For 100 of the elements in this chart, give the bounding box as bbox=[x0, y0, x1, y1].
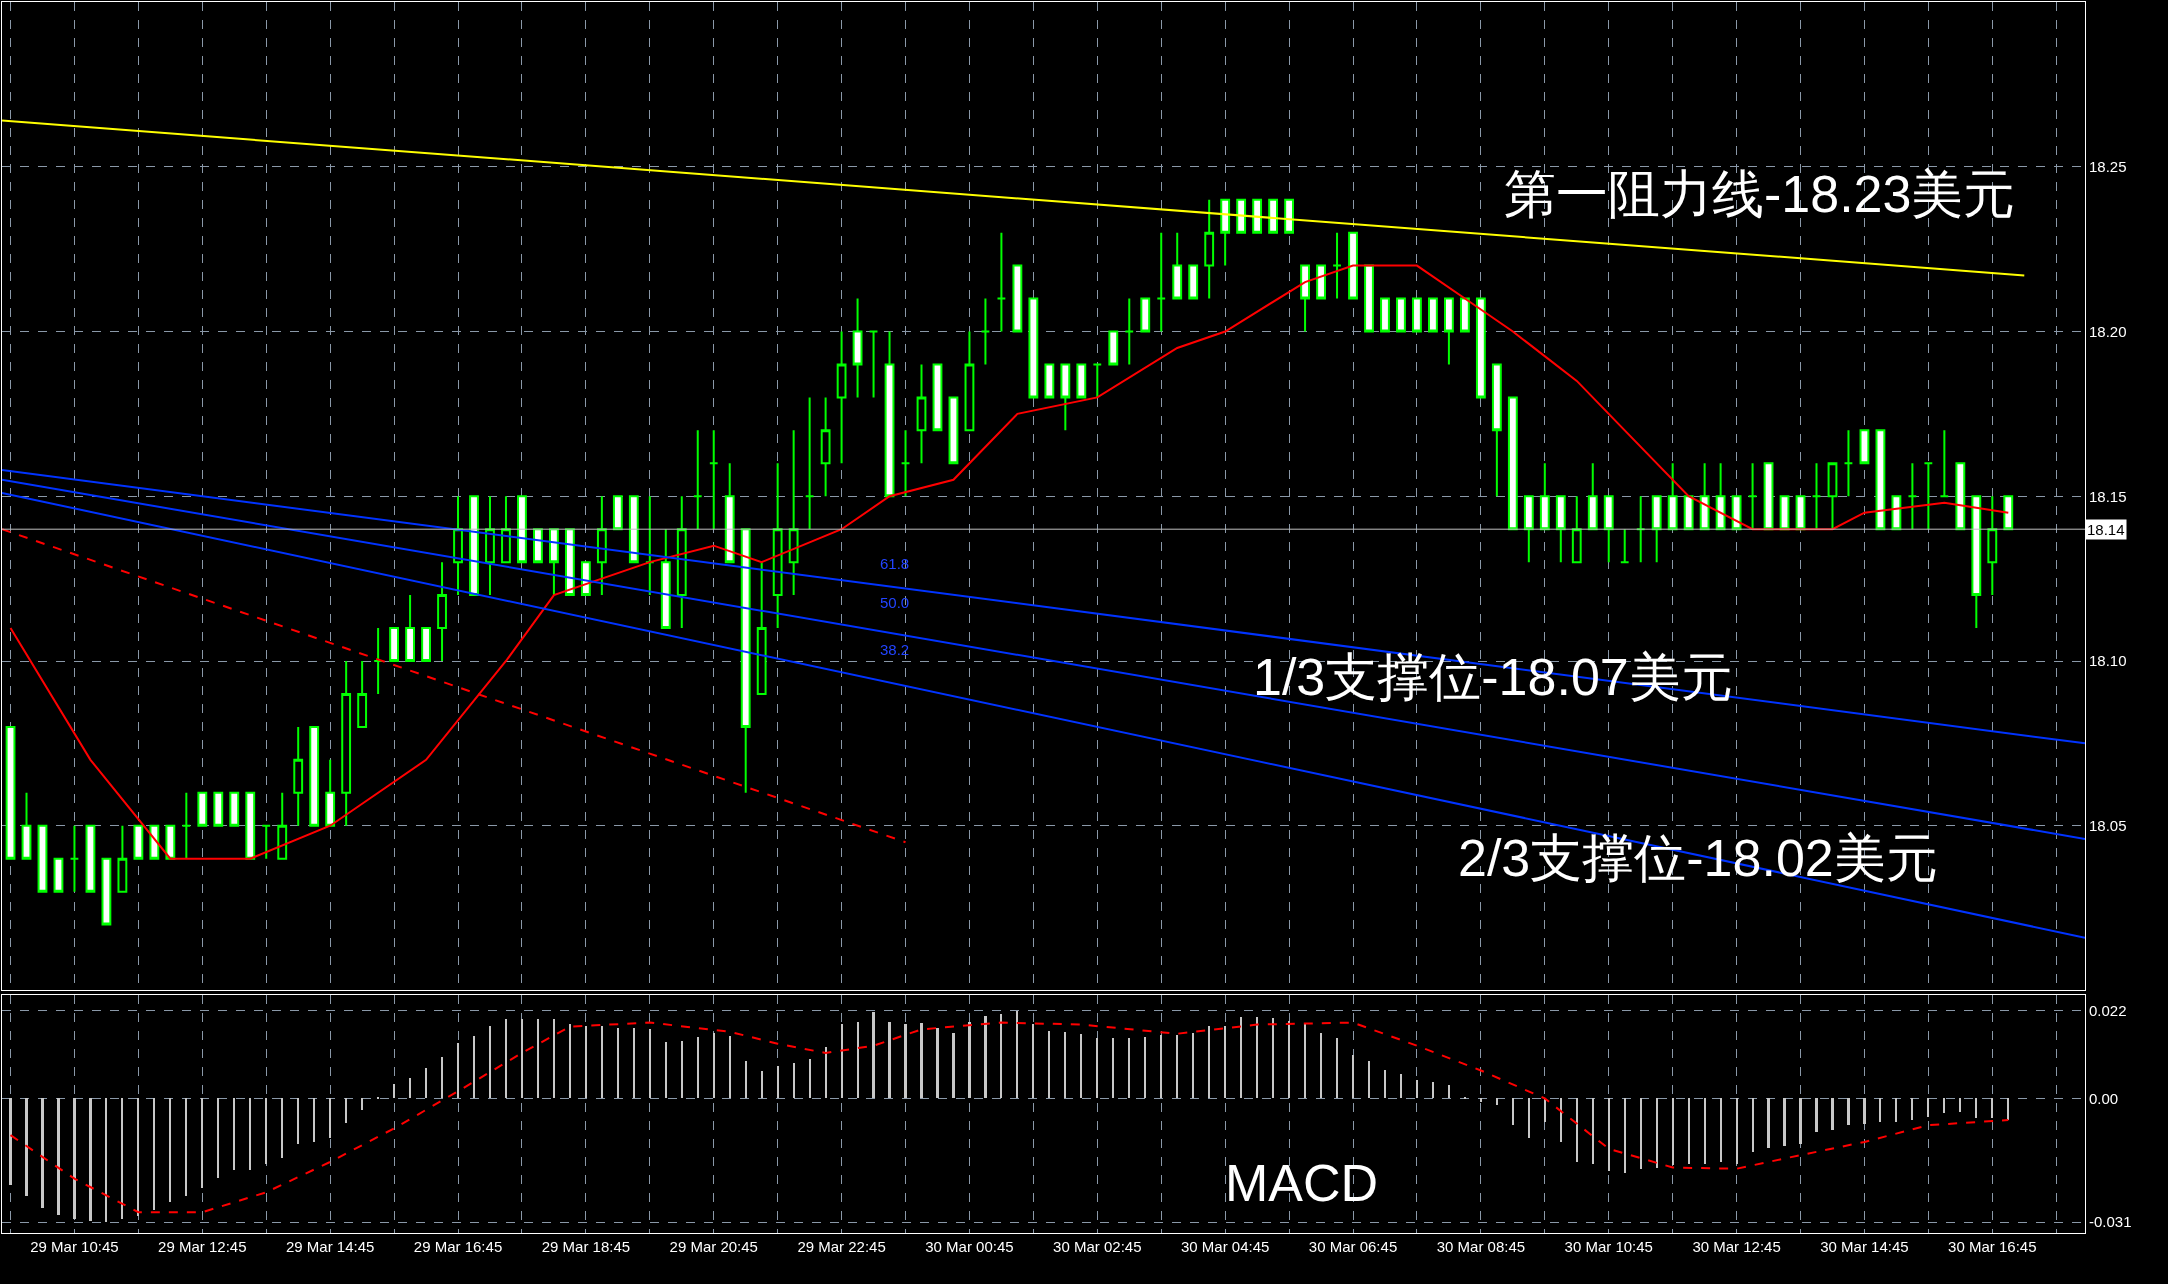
x-tick-label: 29 Mar 18:45 bbox=[541, 1238, 631, 1255]
candlestick bbox=[756, 561, 767, 695]
bar bbox=[1032, 1024, 1034, 1099]
x-tick-label: 30 Mar 14:45 bbox=[1820, 1238, 1909, 1255]
candlestick bbox=[884, 330, 895, 498]
candlestick bbox=[229, 791, 240, 827]
y-tick-label: 18.10 bbox=[2089, 652, 2127, 670]
bar bbox=[489, 1026, 491, 1099]
candlestick bbox=[1076, 363, 1087, 399]
bar bbox=[1752, 1098, 1754, 1153]
candlestick bbox=[1012, 264, 1023, 333]
bar bbox=[633, 1028, 635, 1099]
candlestick bbox=[1028, 297, 1039, 399]
bar bbox=[1112, 1038, 1114, 1099]
candlestick bbox=[1428, 297, 1438, 333]
bar bbox=[1080, 1034, 1082, 1099]
candlestick bbox=[421, 627, 431, 662]
bar bbox=[1911, 1098, 1913, 1121]
candlestick bbox=[852, 297, 863, 399]
bar bbox=[617, 1028, 619, 1099]
bar bbox=[841, 1024, 843, 1099]
bar bbox=[537, 1019, 539, 1099]
bar bbox=[1927, 1098, 1929, 1118]
bar bbox=[345, 1098, 347, 1124]
bar bbox=[1448, 1085, 1450, 1099]
candlestick bbox=[1603, 495, 1614, 564]
candlestick bbox=[165, 824, 176, 860]
candlestick bbox=[804, 396, 815, 531]
x-tick-label: 30 Mar 04:45 bbox=[1180, 1238, 1270, 1255]
bar bbox=[73, 1098, 76, 1220]
bar bbox=[1799, 1098, 1802, 1145]
bar bbox=[1224, 1026, 1226, 1099]
bar bbox=[1879, 1098, 1881, 1123]
candlestick bbox=[1971, 495, 1982, 630]
candlestick bbox=[1284, 198, 1295, 234]
bar bbox=[1016, 1011, 1018, 1099]
bar bbox=[297, 1098, 299, 1145]
bar bbox=[1975, 1098, 1977, 1119]
bar bbox=[1560, 1098, 1562, 1143]
bar bbox=[137, 1098, 139, 1217]
bar bbox=[1831, 1098, 1834, 1131]
bar bbox=[649, 1029, 651, 1099]
candlestick bbox=[1907, 462, 1918, 531]
x-tick-label: 30 Mar 08:45 bbox=[1436, 1238, 1526, 1255]
bar bbox=[1640, 1098, 1642, 1170]
candlestick bbox=[1683, 495, 1694, 531]
candlestick bbox=[1220, 198, 1231, 267]
candlestick bbox=[517, 495, 527, 564]
candlestick bbox=[5, 725, 16, 860]
bar bbox=[713, 1033, 715, 1099]
x-tick-label: 29 Mar 10:45 bbox=[30, 1238, 119, 1255]
candlestick bbox=[1108, 330, 1119, 366]
bar bbox=[1480, 1098, 1482, 1103]
candlestick bbox=[117, 824, 128, 893]
candlestick bbox=[1188, 264, 1199, 300]
candlestick bbox=[772, 462, 783, 630]
candlestick bbox=[341, 660, 352, 827]
x-tick-label: 29 Mar 12:45 bbox=[158, 1238, 247, 1255]
candlestick bbox=[1156, 231, 1167, 333]
bar bbox=[457, 1043, 459, 1099]
annotation: 第一阻力线-18.23美元 bbox=[1504, 165, 2016, 223]
bar bbox=[105, 1098, 107, 1223]
candlestick bbox=[21, 791, 32, 860]
bar bbox=[521, 1019, 523, 1099]
bar bbox=[25, 1098, 28, 1197]
bar bbox=[745, 1061, 747, 1099]
candlestick bbox=[1507, 396, 1518, 531]
x-tick-label: 30 Mar 02:45 bbox=[1053, 1238, 1142, 1255]
bar bbox=[569, 1024, 571, 1099]
candlestick bbox=[1459, 297, 1470, 333]
y-tick-label: 18.05 bbox=[2089, 816, 2127, 834]
x-tick-label: 30 Mar 12:45 bbox=[1692, 1238, 1781, 1255]
bar bbox=[968, 1022, 971, 1099]
ref-line-label: 18.14 bbox=[2087, 521, 2125, 538]
bar bbox=[1720, 1098, 1722, 1163]
annotation: 38.2 bbox=[880, 641, 910, 658]
candlestick bbox=[724, 462, 735, 564]
candlestick bbox=[1827, 462, 1838, 531]
bar bbox=[1895, 1098, 1897, 1123]
candlestick bbox=[1396, 297, 1406, 333]
candlestick bbox=[549, 528, 559, 597]
candlestick bbox=[836, 330, 847, 465]
bar bbox=[585, 1026, 587, 1099]
candlestick bbox=[469, 495, 479, 597]
annotation: MACD bbox=[1225, 1154, 1379, 1212]
bar bbox=[377, 1097, 379, 1100]
bar bbox=[1863, 1098, 1866, 1125]
candlestick bbox=[325, 758, 336, 827]
candlestick bbox=[916, 363, 927, 465]
x-tick-label: 30 Mar 06:45 bbox=[1308, 1238, 1398, 1255]
bar bbox=[1336, 1038, 1338, 1099]
bar bbox=[1128, 1038, 1130, 1099]
candlestick bbox=[1268, 198, 1279, 234]
candlestick bbox=[1955, 462, 1966, 531]
bar bbox=[1592, 1098, 1594, 1165]
candlestick bbox=[485, 495, 495, 597]
candlestick bbox=[596, 495, 607, 597]
bar bbox=[825, 1047, 827, 1099]
candlestick bbox=[53, 857, 64, 893]
candlestick bbox=[1491, 363, 1502, 498]
